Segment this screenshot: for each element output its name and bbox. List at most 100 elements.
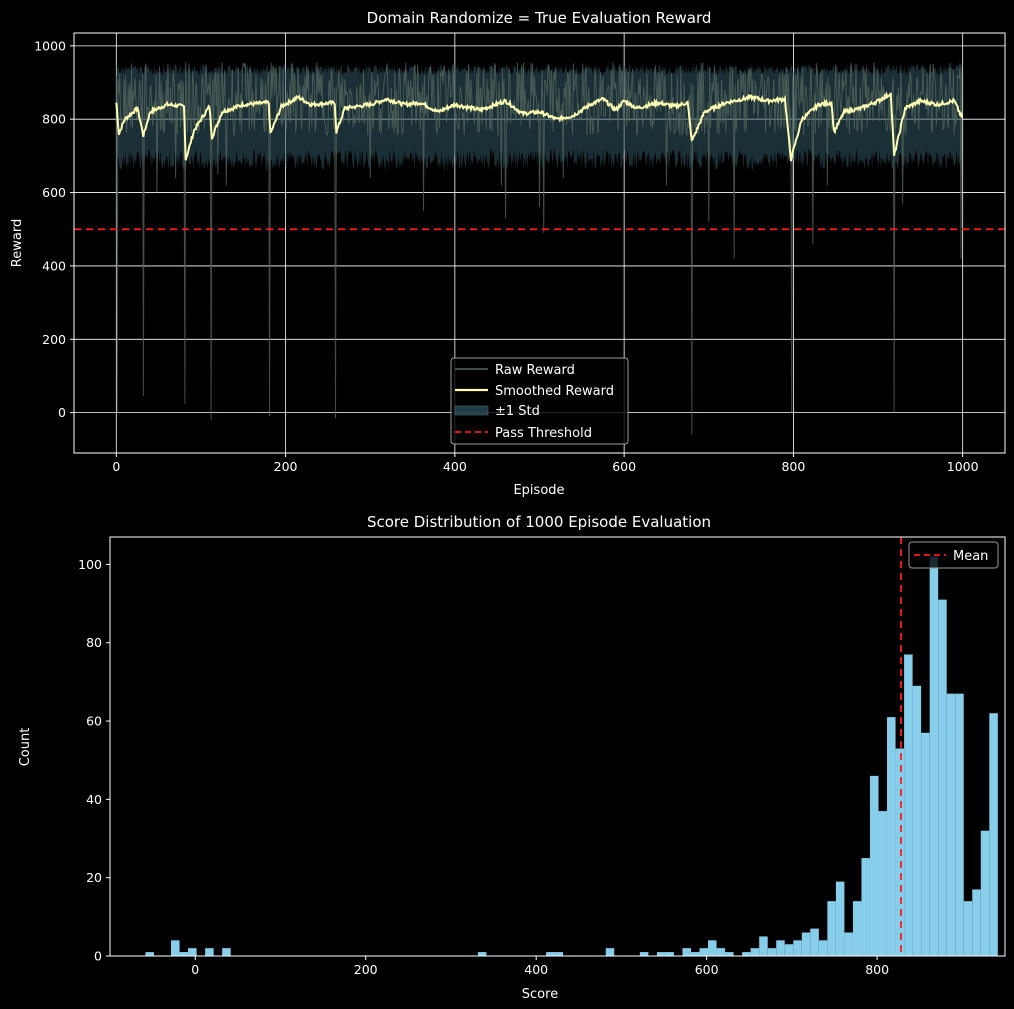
- histogram-title: Score Distribution of 1000 Episode Evalu…: [367, 513, 711, 531]
- histogram-bar: [955, 693, 964, 956]
- histogram-bar: [145, 952, 154, 956]
- histogram-y-tick-label: 100: [78, 557, 102, 572]
- legend-threshold-label: Pass Threshold: [495, 426, 592, 441]
- histogram-bar: [708, 940, 717, 956]
- histogram-bar: [904, 654, 913, 956]
- histogram-bar: [963, 901, 973, 956]
- histogram-y-tick-label: 0: [94, 949, 102, 964]
- reward-legend: Raw Reward Smoothed Reward ±1 Std Pass T…: [450, 357, 629, 445]
- histogram-x-tick-label: 200: [354, 962, 378, 977]
- reward-y-label: Reward: [10, 219, 25, 267]
- histogram-bar: [801, 932, 811, 956]
- legend-mean-label: Mean: [953, 549, 988, 564]
- histogram-y-label: Count: [18, 728, 33, 767]
- histogram-chart: Score Distribution of 1000 Episode Evalu…: [18, 513, 1006, 1002]
- histogram-x-label: Score: [522, 987, 558, 1002]
- histogram-bar: [818, 940, 828, 956]
- histogram-bar: [895, 748, 905, 956]
- histogram-bar: [869, 775, 879, 956]
- histogram-bar: [887, 717, 896, 956]
- reward-x-ticks: 0 200 400 600 800 1000: [112, 453, 979, 474]
- histogram-bar: [784, 944, 794, 956]
- histogram-bar: [750, 948, 760, 956]
- histogram-bar: [835, 881, 845, 956]
- histogram-x-tick-label: 0: [191, 962, 199, 977]
- histogram-bars: [145, 556, 998, 956]
- reward-chart: Domain Randomize = True Evaluation Rewar…: [10, 9, 1006, 498]
- legend-std-swatch: [454, 405, 489, 416]
- histogram-bar: [989, 713, 998, 956]
- histogram-bar: [716, 948, 726, 956]
- histogram-bar: [690, 952, 700, 956]
- legend-raw-label: Raw Reward: [495, 363, 575, 378]
- histogram-y-tick-label: 80: [86, 635, 102, 650]
- histogram-bar: [639, 952, 649, 956]
- reward-y-tick-label: 1000: [34, 38, 66, 53]
- histogram-bar: [861, 858, 870, 956]
- raw-reward-line: [115, 62, 963, 435]
- histogram-y-tick-label: 60: [86, 714, 102, 729]
- histogram-bar: [699, 948, 709, 956]
- histogram-axes-frame: [109, 536, 1006, 957]
- reward-legend-box: [450, 357, 629, 445]
- histogram-bar: [972, 889, 981, 956]
- histogram-x-tick-label: 800: [865, 962, 889, 977]
- histogram-y-tick-label: 20: [86, 870, 102, 885]
- histogram-bar: [852, 901, 862, 956]
- histogram-bar: [767, 948, 777, 956]
- histogram-x-ticks: 0 200 400 600 800: [191, 956, 889, 977]
- histogram-bar: [776, 940, 785, 956]
- histogram-bar: [827, 901, 836, 956]
- histogram-legend: Mean: [908, 541, 999, 569]
- histogram-bar: [810, 928, 819, 956]
- reward-x-label: Episode: [513, 483, 564, 498]
- histogram-x-tick-label: 600: [695, 962, 719, 977]
- histogram-bar: [554, 952, 564, 956]
- reward-axes-frame: [73, 32, 1006, 454]
- histogram-bar: [912, 685, 922, 956]
- histogram-bar: [980, 830, 990, 956]
- histogram-y-tick-label: 40: [86, 792, 102, 807]
- histogram-bar: [725, 952, 734, 956]
- smoothed-reward-line: [115, 91, 963, 162]
- histogram-legend-box: [908, 541, 999, 569]
- smoothed-reward-series: [115, 91, 963, 162]
- histogram-bar: [938, 599, 947, 956]
- histogram-bar: [171, 940, 180, 956]
- histogram-x-tick-label: 400: [524, 962, 548, 977]
- legend-smoothed-label: Smoothed Reward: [495, 384, 614, 399]
- reward-y-tick-label: 400: [42, 258, 66, 273]
- histogram-bar: [878, 811, 888, 956]
- reward-y-ticks: 0 200 400 600 800 1000: [34, 38, 74, 420]
- histogram-bar: [759, 936, 768, 956]
- reward-y-tick-label: 0: [58, 405, 66, 420]
- histogram-bar: [665, 952, 674, 956]
- histogram-bar: [682, 948, 691, 956]
- histogram-bar: [742, 952, 751, 956]
- histogram-bar: [921, 732, 930, 956]
- reward-y-tick-label: 800: [42, 112, 66, 127]
- reward-x-tick-label: 0: [112, 459, 120, 474]
- histogram-bar: [188, 948, 197, 956]
- histogram-bar: [929, 556, 939, 956]
- reward-x-tick-label: 200: [274, 459, 298, 474]
- histogram-bar: [546, 952, 555, 956]
- histogram-bar: [946, 693, 956, 956]
- reward-x-tick-label: 600: [612, 459, 636, 474]
- reward-y-tick-label: 200: [42, 332, 66, 347]
- histogram-bar: [205, 948, 214, 956]
- raw-reward-series: [115, 62, 963, 435]
- histogram-bar: [179, 952, 189, 956]
- histogram-bar: [793, 940, 802, 956]
- reward-y-tick-label: 600: [42, 185, 66, 200]
- histogram-y-ticks: 0 20 40 60 80 100: [78, 557, 110, 964]
- histogram-bar: [605, 948, 615, 956]
- reward-chart-title: Domain Randomize = True Evaluation Rewar…: [367, 9, 712, 27]
- histogram-bar: [844, 932, 853, 956]
- histogram-bar: [656, 952, 666, 956]
- reward-x-tick-label: 800: [781, 459, 805, 474]
- reward-x-tick-label: 400: [443, 459, 467, 474]
- legend-std-label: ±1 Std: [495, 404, 540, 419]
